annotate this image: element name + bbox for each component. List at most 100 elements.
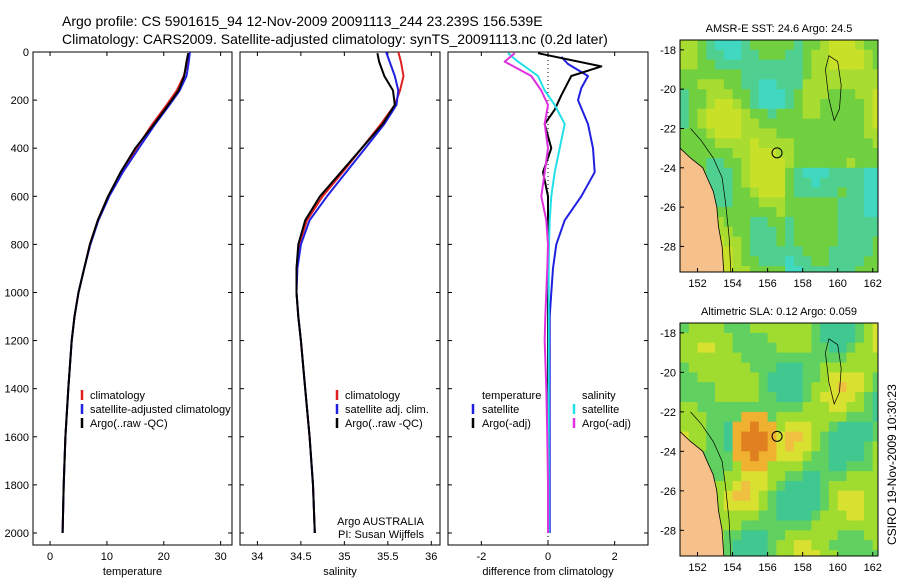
sst-map-cell <box>811 207 821 218</box>
sst-map-cell <box>872 89 879 100</box>
temperature-series-satellite-adjusted-climatology <box>61 51 191 534</box>
sla-map-cell <box>750 540 760 551</box>
sla-map-cell <box>793 500 804 512</box>
sla-map-cell <box>855 471 865 482</box>
sst-map-cell <box>846 177 856 188</box>
sla-map-cell <box>732 490 742 502</box>
sla-map-cell <box>776 323 786 334</box>
sla-map-cell <box>828 421 839 433</box>
sla-map-cell <box>820 352 830 363</box>
sst-map-cell <box>872 216 879 228</box>
sst-map-cell <box>846 246 856 257</box>
sst-map-cell <box>811 226 821 238</box>
sst-map-cell <box>715 69 725 80</box>
sst-map-cell <box>820 177 830 188</box>
sst-map-cell <box>802 256 812 267</box>
sla-map-cell <box>820 550 830 557</box>
sla-map-cell <box>723 540 734 551</box>
sla-map-cell <box>741 441 751 452</box>
sla-map-cell <box>723 362 734 373</box>
sla-map-cell <box>732 540 742 551</box>
sla-map-cell <box>811 510 821 521</box>
sst-map-cell <box>785 158 795 169</box>
sla-map-cell <box>776 441 786 452</box>
sla-map-cell <box>750 342 760 354</box>
sst-map-cell <box>846 79 856 90</box>
sst-map-lat-label: -20 <box>660 84 676 96</box>
sla-map-cell <box>776 372 786 383</box>
sla-map-cell <box>820 441 830 452</box>
sla-map-cell <box>758 540 769 551</box>
sst-map-cell <box>855 246 865 257</box>
temperature-legend-label: satellite-adjusted climatology <box>90 404 231 416</box>
sst-map-cell <box>872 236 879 247</box>
sla-map-cell <box>750 323 760 334</box>
sst-map-cell <box>864 226 874 238</box>
sst-map-cell <box>864 69 874 80</box>
sla-map-cell <box>680 352 690 363</box>
sla-map-cell <box>872 372 879 383</box>
sst-map-cell <box>820 118 830 129</box>
sst-map-cell <box>776 266 786 273</box>
sla-map-cell <box>846 500 856 512</box>
sst-map-lat-label: -28 <box>660 241 676 253</box>
sst-map-cell <box>732 187 742 198</box>
sla-map-cell <box>750 362 760 373</box>
sla-map-cell <box>715 352 725 363</box>
sst-map-cell <box>732 246 742 257</box>
sla-map-cell <box>864 461 874 472</box>
sla-map-cell <box>741 431 751 442</box>
sla-map-cell <box>811 411 821 423</box>
sst-map-cell <box>688 99 699 110</box>
sst-map-cell <box>750 108 760 120</box>
sst-map-lon-label: 154 <box>723 278 741 290</box>
sst-map-cell <box>811 158 821 169</box>
sla-map-cell <box>793 411 804 423</box>
sst-map-cell <box>785 40 795 51</box>
sst-map-lat-label: -26 <box>660 202 676 214</box>
sst-map-cell <box>706 69 716 80</box>
sla-map-cell <box>828 471 839 482</box>
sla-map-cell <box>776 510 786 521</box>
sst-map-cell <box>680 69 690 80</box>
sst-map-cell <box>811 79 821 90</box>
sla-map-cell <box>776 382 786 393</box>
sla-map-cell <box>732 323 742 334</box>
sla-map-cell <box>776 411 786 423</box>
sla-map-cell <box>723 550 734 557</box>
sst-map-cell <box>732 49 742 61</box>
difference-xtick-label: 2 <box>612 551 618 563</box>
salinity-legend-label: satellite adj. clim. <box>345 404 429 416</box>
sst-map-cell <box>811 118 821 129</box>
sla-map-cell <box>750 372 760 383</box>
sst-map-cell <box>820 246 830 257</box>
sla-map-cell <box>837 392 847 403</box>
sst-map-cell <box>828 79 839 90</box>
sla-map-cell <box>811 402 821 413</box>
sla-map-cell <box>758 451 769 462</box>
sla-map-cell <box>741 520 751 531</box>
sla-map-cell <box>688 323 699 334</box>
sst-map-cell <box>758 118 769 129</box>
sla-map-cell <box>855 372 865 383</box>
temperature-panel: 0 200 400 600 800 1000 1200 1400 1600 1800 2000 0 10… <box>5 47 233 578</box>
sla-map-cell <box>785 392 795 403</box>
sla-map-cell <box>750 402 760 413</box>
sla-map-cell <box>741 451 751 462</box>
sla-map-cell <box>872 421 879 433</box>
sla-map-cell <box>855 481 865 492</box>
sst-map-cell <box>802 148 812 159</box>
sla-map-cell <box>723 372 734 383</box>
sst-map-cell <box>855 216 865 228</box>
sst-map-cell <box>820 187 830 198</box>
sla-map-cell <box>758 352 769 363</box>
sst-map-cell <box>846 89 856 100</box>
sst-map-cell <box>837 40 847 51</box>
salinity-xtick-label: 34.5 <box>290 551 311 563</box>
sst-map-cell <box>697 158 707 169</box>
sst-map-cell <box>811 40 821 51</box>
sla-map-cell <box>767 342 777 354</box>
sst-map-cell <box>758 266 769 273</box>
sla-map-cell <box>688 342 699 354</box>
sst-map-lon-label: 162 <box>864 278 882 290</box>
